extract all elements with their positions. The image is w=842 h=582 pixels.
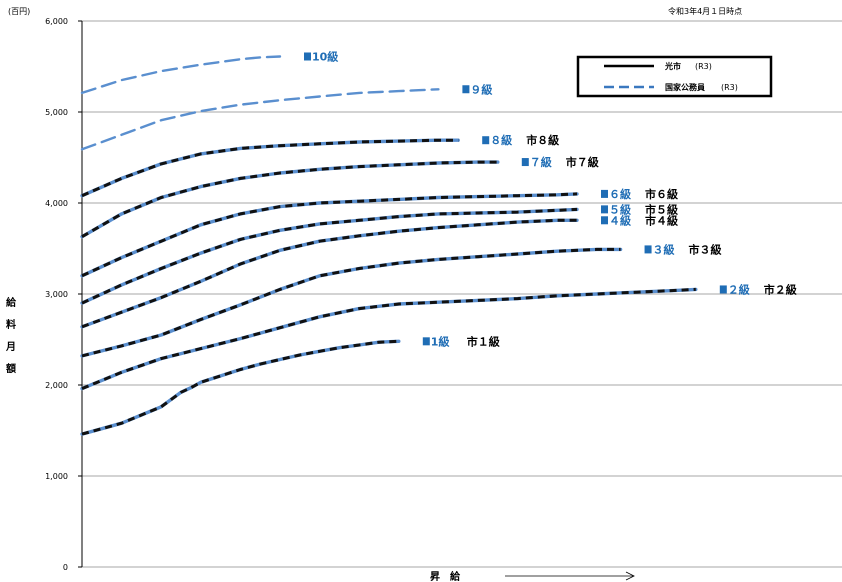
series-4 bbox=[80, 218, 579, 329]
ylabel-char-3: 月 bbox=[5, 341, 16, 353]
y-tick-label: 0 bbox=[63, 563, 68, 572]
legend-label-national: 国家公務員 bbox=[665, 82, 705, 92]
series-label-1: 1級 市１級 bbox=[422, 334, 500, 348]
legend: 光市 (R3) 国家公務員 (R3) bbox=[576, 55, 773, 98]
national-grade-label: 10級 bbox=[312, 49, 338, 63]
series-label-9: ９級 bbox=[462, 82, 492, 96]
legend-sub-national: (R3) bbox=[721, 83, 738, 92]
city-grade-label: 市３級 bbox=[689, 242, 722, 256]
city-grade-label: 市１級 bbox=[467, 334, 500, 348]
city-grade-label: 市５級 bbox=[645, 202, 678, 216]
date-note: 令和3年4月１日時点 bbox=[668, 6, 742, 16]
x-direction-arrow bbox=[505, 571, 635, 581]
series-label-7: ７級 市７級 bbox=[521, 155, 599, 169]
legend-label-city: 光市 bbox=[664, 61, 681, 71]
y-tick-label: 4,000 bbox=[45, 199, 68, 208]
label-marker bbox=[601, 205, 608, 214]
legend-sub-city: (R3) bbox=[695, 62, 712, 71]
y-tick-label: 2,000 bbox=[45, 381, 68, 390]
series-9 bbox=[80, 88, 440, 151]
label-marker bbox=[644, 245, 652, 254]
national-grade-label: ５級 bbox=[609, 202, 631, 216]
series-6 bbox=[80, 192, 579, 278]
label-marker bbox=[601, 216, 608, 225]
city-line bbox=[81, 339, 399, 436]
city-line bbox=[81, 138, 459, 198]
national-line bbox=[80, 192, 579, 278]
label-marker bbox=[422, 337, 430, 346]
series-5 bbox=[80, 207, 579, 305]
series-1 bbox=[80, 339, 401, 436]
national-line bbox=[80, 55, 282, 95]
city-grade-label: 市６級 bbox=[645, 187, 678, 201]
city-line bbox=[81, 247, 621, 358]
city-grade-label: 市８級 bbox=[526, 133, 559, 147]
national-grade-label: ８級 bbox=[490, 133, 512, 147]
label-marker bbox=[304, 52, 311, 61]
national-grade-label: 1級 bbox=[431, 334, 450, 348]
national-grade-label: ７級 bbox=[530, 155, 552, 169]
label-marker bbox=[521, 158, 529, 167]
national-grade-label: ４級 bbox=[609, 213, 631, 227]
series-7 bbox=[80, 160, 500, 239]
y-tick-label: 3,000 bbox=[45, 290, 68, 299]
series-label-5: ５級 市５級 bbox=[601, 202, 678, 216]
national-line bbox=[80, 138, 460, 198]
y-tick-label: 5,000 bbox=[45, 108, 68, 117]
x-axis-label: 昇 給 bbox=[430, 570, 461, 582]
national-grade-label: ２級 bbox=[728, 282, 750, 296]
label-marker bbox=[601, 189, 608, 198]
series-8 bbox=[80, 138, 460, 198]
series-2 bbox=[80, 287, 698, 391]
series-label-10: 10級 bbox=[304, 49, 338, 63]
y-unit-label: (百円) bbox=[8, 7, 30, 16]
ylabel-char-1: 給 bbox=[6, 296, 17, 309]
series-label-8: ８級 市８級 bbox=[482, 133, 559, 147]
y-axis: 0 1,000 2,000 3,000 4,000 5,000 6,000 bbox=[45, 17, 83, 572]
label-marker bbox=[482, 136, 490, 145]
grid-lines bbox=[82, 20, 842, 568]
ylabel-char-2: 料 bbox=[6, 318, 16, 331]
series-lines bbox=[80, 55, 698, 436]
series-label-6: ６級 市６級 bbox=[601, 187, 678, 201]
city-line bbox=[81, 218, 577, 329]
y-tick-label: 6,000 bbox=[45, 17, 68, 26]
national-line bbox=[80, 247, 623, 358]
label-marker bbox=[719, 285, 727, 294]
series-10 bbox=[80, 55, 282, 95]
series-3 bbox=[80, 247, 623, 358]
y-axis-title: 給 料 月 額 bbox=[5, 296, 17, 375]
national-grade-label: ３級 bbox=[653, 242, 675, 256]
y-tick-label: 1,000 bbox=[45, 472, 68, 481]
series-label-3: ３級 市３級 bbox=[644, 242, 722, 256]
national-line bbox=[80, 88, 440, 151]
label-marker bbox=[462, 85, 470, 94]
ylabel-char-4: 額 bbox=[5, 362, 16, 375]
legend-box bbox=[576, 55, 773, 98]
series-label-2: ２級 市２級 bbox=[719, 282, 797, 296]
city-grade-label: 市２級 bbox=[764, 282, 797, 296]
series-label-4: ４級 市４級 bbox=[601, 213, 678, 227]
national-line bbox=[80, 207, 579, 305]
national-grade-label: ９級 bbox=[470, 82, 492, 96]
city-line bbox=[81, 287, 696, 390]
city-line bbox=[81, 160, 498, 238]
city-line bbox=[81, 192, 578, 278]
national-grade-label: ６級 bbox=[609, 187, 631, 201]
city-grade-label: 市４級 bbox=[645, 213, 678, 227]
city-grade-label: 市７級 bbox=[566, 155, 599, 169]
